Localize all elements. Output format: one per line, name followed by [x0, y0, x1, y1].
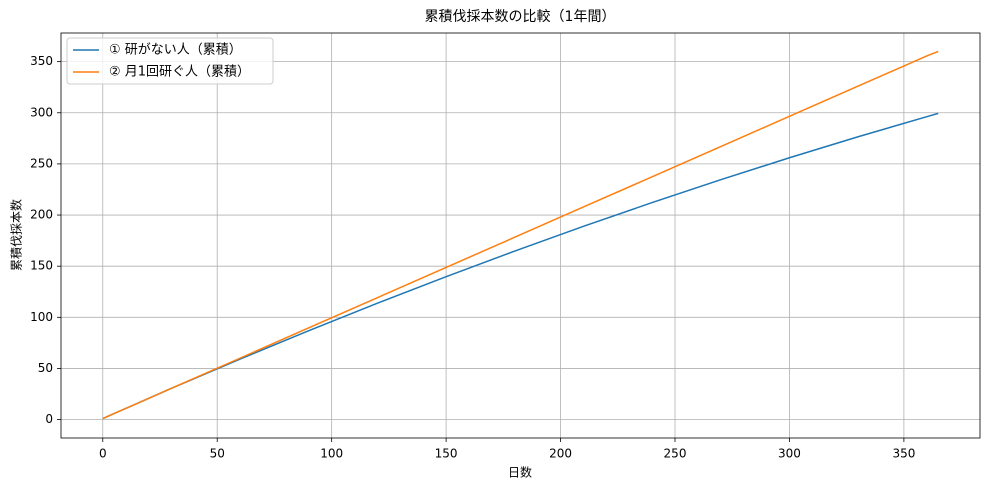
y-tick-label: 250 — [30, 156, 53, 170]
data-line — [102, 112, 939, 420]
x-tick-label: 300 — [778, 447, 801, 461]
y-tick-label: 0 — [45, 412, 53, 426]
y-tick-label: 150 — [30, 259, 53, 273]
x-tick-label: 250 — [664, 447, 687, 461]
x-tick-label: 150 — [435, 447, 458, 461]
legend-label: ① 研がない人（累積） — [109, 43, 242, 58]
legend-label: ② 月1回研ぐ人（累積） — [109, 65, 250, 80]
y-tick-label: 350 — [30, 54, 53, 68]
y-tick-label: 100 — [30, 310, 53, 324]
x-tick-label: 100 — [320, 447, 343, 461]
y-axis-label: 累積伐採本数 — [9, 199, 24, 271]
x-tick-label: 0 — [99, 447, 107, 461]
plot-frame — [60, 32, 981, 439]
y-tick-label: 200 — [30, 208, 53, 222]
data-line — [102, 50, 939, 420]
y-tick-label: 50 — [38, 361, 53, 375]
chart-title: 累積伐採本数の比較（1年間） — [425, 9, 616, 25]
x-axis-label: 日数 — [508, 465, 532, 480]
x-tick-label: 50 — [210, 447, 225, 461]
x-tick-label: 350 — [892, 447, 915, 461]
x-tick-label: 200 — [549, 447, 572, 461]
legend-box — [66, 37, 274, 85]
y-tick-label: 300 — [30, 105, 53, 119]
